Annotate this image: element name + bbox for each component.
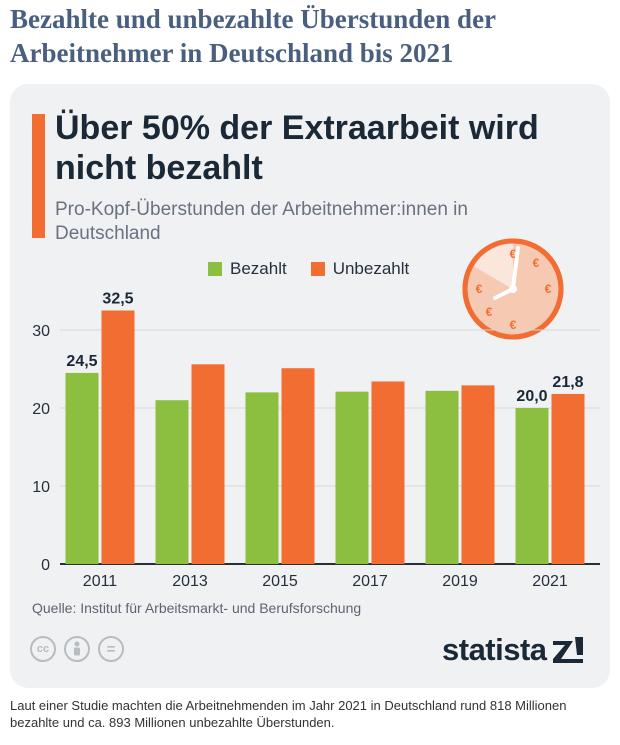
bar-paid-2011 [65, 372, 99, 564]
brand-logo[interactable]: statista [442, 632, 583, 668]
bar-paid-2019 [425, 390, 459, 564]
page-title: Bezahlte und unbezahlte Überstunden der … [10, 4, 496, 68]
bar-chart: 0 10 20 30 2011 24,5 32,5 2013 2015 2017 2019 2021 2… [32, 291, 600, 590]
clock-euro-mark: € [545, 282, 552, 296]
x-tick-label: 2021 [532, 573, 568, 590]
data-label: 24,5 [66, 353, 97, 370]
x-tick-label: 2019 [442, 573, 478, 590]
x-tick-label: 2015 [262, 573, 298, 590]
data-label: 32,5 [102, 291, 133, 308]
source-note: Quelle: Institut für Arbeitsmarkt- und B… [32, 600, 362, 616]
data-label: 20,0 [516, 388, 547, 405]
bar-paid-2015 [245, 392, 279, 564]
bar-unpaid-2011 [101, 310, 135, 564]
equals-icon-text: = [106, 640, 116, 658]
legend-swatch-unpaid [310, 262, 325, 276]
clock-euro-mark: € [510, 247, 517, 261]
legend-item-unpaid: Unbezahlt [310, 259, 410, 279]
equals-icon[interactable]: = [98, 636, 124, 662]
bar-unpaid-2015 [281, 368, 315, 564]
cc-icon[interactable]: cc [30, 636, 56, 662]
bar-paid-2013 [155, 400, 189, 564]
chart-legend: Bezahlt Unbezahlt [208, 257, 433, 281]
cc-icon-text: cc [36, 643, 50, 655]
clock-euro-mark: € [486, 305, 493, 319]
bar-unpaid-2013 [191, 364, 225, 564]
clock-euro-mark: € [533, 256, 540, 270]
y-tick-label: 10 [32, 479, 50, 496]
x-tick-label: 2011 [83, 573, 118, 590]
y-tick-label: 20 [32, 401, 50, 418]
y-tick-label: 0 [41, 557, 50, 574]
chart-card: Über 50% der Extraarbeit wird nicht beza… [10, 84, 610, 688]
data-label: 21,8 [552, 374, 583, 391]
chart-subtitle: Pro-Kopf-Überstunden der Arbeitnehmer:in… [55, 199, 468, 244]
clock-euro-mark: € [476, 282, 483, 296]
clock-euro-mark: € [510, 318, 517, 332]
clock-icon: € € € € € € [462, 238, 564, 340]
legend-swatch-paid [208, 262, 222, 276]
caption: Laut einer Studie machten die Arbeitnehm… [10, 698, 567, 730]
bar-paid-2017 [335, 391, 369, 564]
statista-logo-icon [552, 637, 583, 663]
chart-title: Über 50% der Extraarbeit wird nicht beza… [55, 109, 539, 187]
bar-unpaid-2019 [461, 385, 495, 564]
accent-bar [32, 114, 45, 238]
person-icon[interactable] [64, 636, 90, 662]
brand-name: statista [442, 632, 547, 667]
bar-unpaid-2021 [551, 393, 585, 564]
bar-unpaid-2017 [371, 381, 405, 564]
license-icons: cc = [30, 636, 132, 662]
x-tick-label: 2013 [172, 573, 208, 590]
legend-item-paid: Bezahlt [208, 259, 287, 279]
x-tick-label: 2017 [352, 573, 388, 590]
legend-label-paid: Bezahlt [230, 259, 287, 278]
y-tick-label: 30 [32, 323, 50, 340]
bar-paid-2021 [515, 408, 549, 564]
legend-label-unpaid: Unbezahlt [332, 259, 410, 278]
